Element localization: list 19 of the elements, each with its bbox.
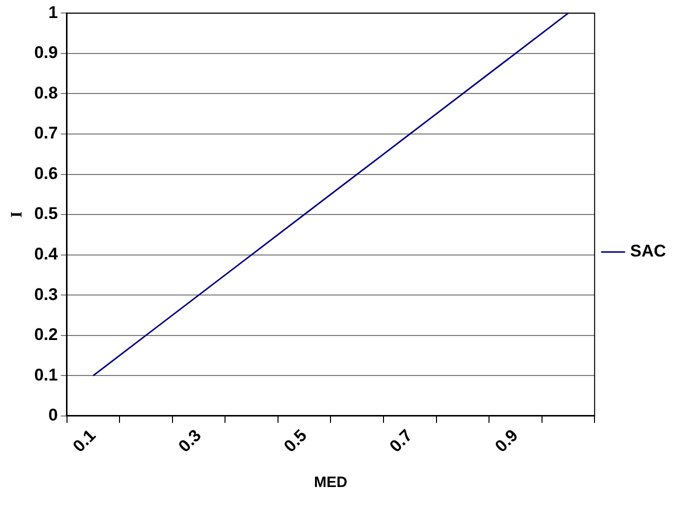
y-tick-label: 0.2 [34, 325, 58, 344]
x-tick-label: 0.3 [174, 426, 205, 456]
legend-label: SAC [630, 242, 666, 261]
y-tick-label: 0.4 [34, 244, 58, 264]
y-tick-label: 0.9 [34, 43, 58, 62]
y-tick-label: 0.5 [34, 204, 58, 224]
x-tick-label: 0.7 [386, 426, 416, 456]
y-tick-label: 0.3 [34, 284, 58, 304]
y-axis-title: I [8, 211, 26, 218]
x-axis-title: MED [314, 474, 348, 492]
y-tick-label: 0.1 [34, 365, 58, 384]
y-tick-label: 0 [48, 406, 58, 425]
x-tick-label: 0.1 [69, 426, 100, 456]
y-tick-label: 1 [48, 2, 58, 22]
x-tick-label: 0.5 [280, 426, 310, 456]
y-tick-label: 0.7 [34, 124, 58, 143]
x-tick-label: 0.9 [491, 426, 522, 456]
y-tick-label: 0.8 [34, 83, 58, 102]
y-tick-label: 0.6 [34, 164, 58, 183]
